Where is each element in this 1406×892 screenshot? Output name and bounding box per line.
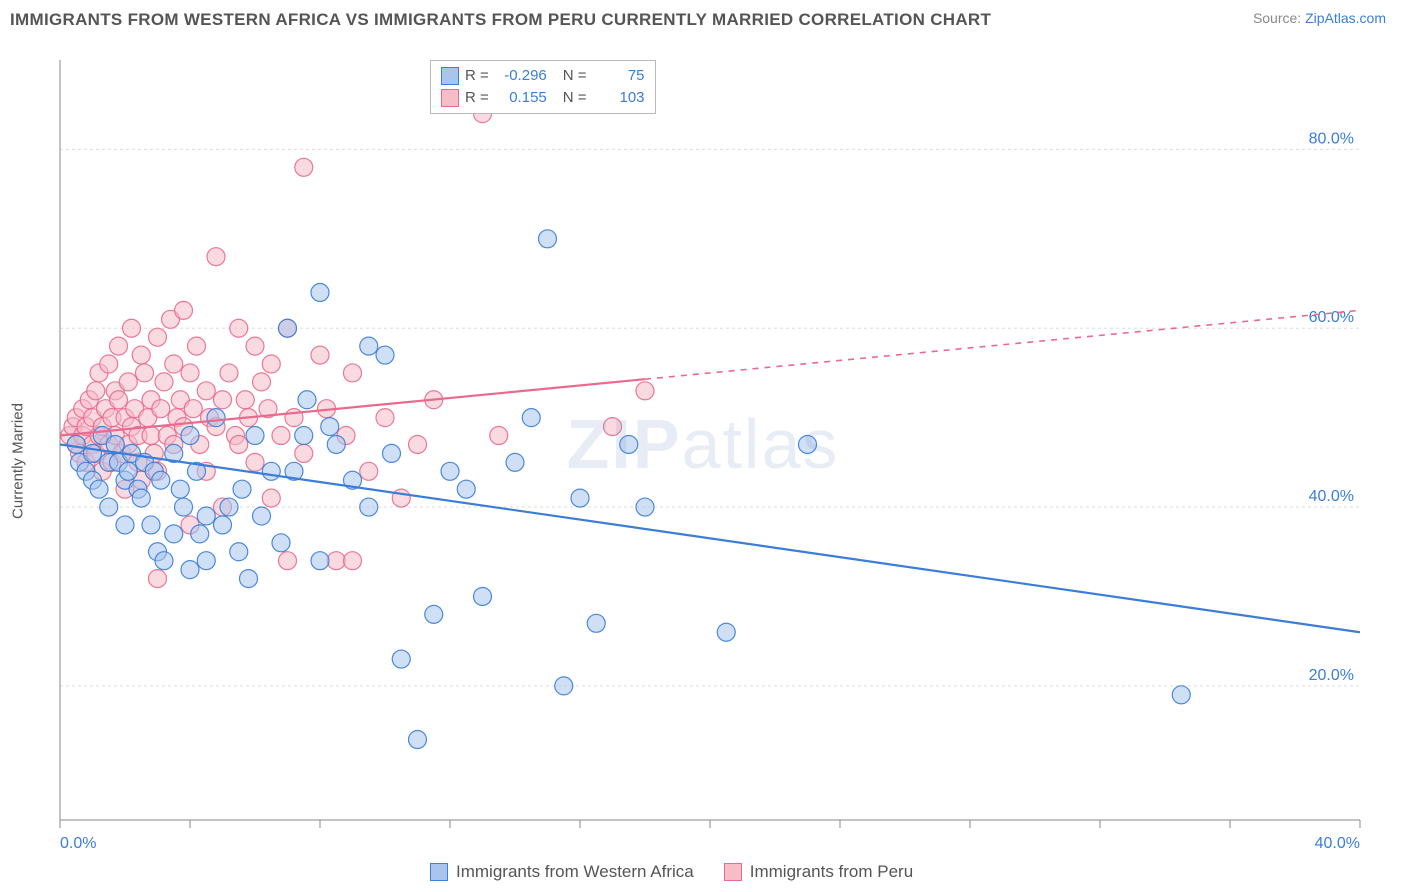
n-label: N = xyxy=(563,87,587,109)
swatch-peru xyxy=(441,89,459,107)
r-label: R = xyxy=(465,87,489,109)
svg-text:60.0%: 60.0% xyxy=(1309,309,1354,326)
chart-container: Currently Married ZIPatlas 20.0%40.0%60.… xyxy=(10,40,1396,882)
correlation-stats-box: R = -0.296 N = 75 R = 0.155 N = 103 xyxy=(430,60,656,114)
r-label: R = xyxy=(465,65,489,87)
header: IMMIGRANTS FROM WESTERN AFRICA VS IMMIGR… xyxy=(0,0,1406,30)
swatch-wafrica xyxy=(441,67,459,85)
legend-swatch-peru xyxy=(724,863,742,881)
legend-item-wafrica: Immigrants from Western Africa xyxy=(430,862,694,882)
n-value-peru: 103 xyxy=(593,87,645,109)
svg-text:20.0%: 20.0% xyxy=(1309,667,1354,684)
legend-label-wafrica: Immigrants from Western Africa xyxy=(456,862,694,882)
source-attribution: Source: ZipAtlas.com xyxy=(1253,10,1386,26)
y-axis-label: Currently Married xyxy=(10,403,27,519)
svg-text:40.0%: 40.0% xyxy=(1315,835,1360,852)
stats-row-peru: R = 0.155 N = 103 xyxy=(441,87,645,109)
svg-text:80.0%: 80.0% xyxy=(1309,130,1354,147)
legend-label-peru: Immigrants from Peru xyxy=(750,862,913,882)
chart-title: IMMIGRANTS FROM WESTERN AFRICA VS IMMIGR… xyxy=(10,10,991,30)
series-legend: Immigrants from Western Africa Immigrants… xyxy=(430,862,913,882)
r-value-peru: 0.155 xyxy=(495,87,547,109)
n-value-wafrica: 75 xyxy=(593,65,645,87)
legend-item-peru: Immigrants from Peru xyxy=(724,862,913,882)
legend-swatch-wafrica xyxy=(430,863,448,881)
stats-row-wafrica: R = -0.296 N = 75 xyxy=(441,65,645,87)
scatter-plot: 20.0% 40.0% 60.0% 80.0% 0.0% 40.0% xyxy=(10,40,1396,882)
source-prefix: Source: xyxy=(1253,10,1305,26)
svg-text:40.0%: 40.0% xyxy=(1309,488,1354,505)
r-value-wafrica: -0.296 xyxy=(495,65,547,87)
svg-text:0.0%: 0.0% xyxy=(60,835,96,852)
source-link[interactable]: ZipAtlas.com xyxy=(1305,10,1386,26)
n-label: N = xyxy=(563,65,587,87)
